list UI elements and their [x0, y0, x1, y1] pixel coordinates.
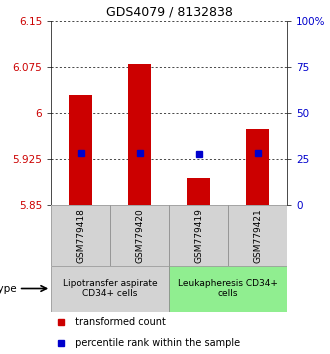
Text: GSM779419: GSM779419 — [194, 208, 203, 263]
Bar — [187, 178, 211, 205]
Text: GSM779421: GSM779421 — [253, 208, 262, 263]
Bar — [128, 64, 151, 205]
Bar — [51, 266, 169, 312]
Text: percentile rank within the sample: percentile rank within the sample — [72, 338, 241, 348]
Bar — [169, 205, 228, 266]
Bar — [51, 205, 110, 266]
Bar — [69, 95, 92, 205]
Bar — [228, 205, 287, 266]
Bar — [169, 266, 287, 312]
Bar — [246, 129, 269, 205]
Text: Lipotransfer aspirate
CD34+ cells: Lipotransfer aspirate CD34+ cells — [63, 279, 157, 298]
Text: Leukapheresis CD34+
cells: Leukapheresis CD34+ cells — [178, 279, 278, 298]
Bar — [110, 205, 169, 266]
Text: GSM779420: GSM779420 — [135, 208, 144, 263]
Title: GDS4079 / 8132838: GDS4079 / 8132838 — [106, 6, 233, 19]
Text: GSM779418: GSM779418 — [76, 208, 85, 263]
Text: transformed count: transformed count — [72, 318, 166, 327]
Text: cell type: cell type — [0, 284, 17, 293]
